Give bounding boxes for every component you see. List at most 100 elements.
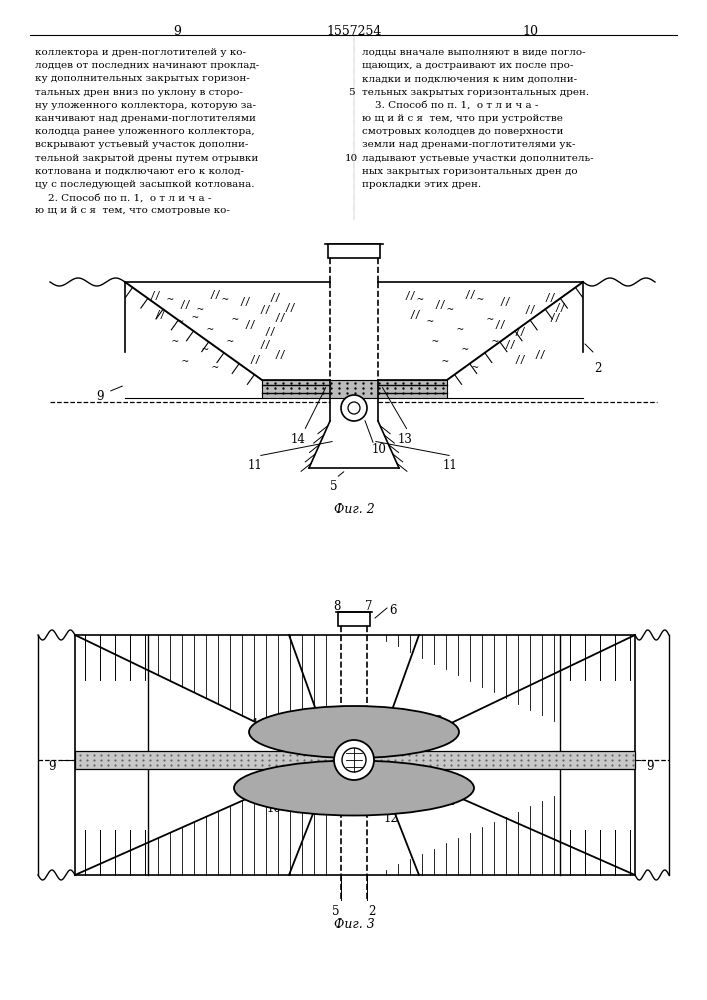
Text: //: // xyxy=(209,290,221,300)
Text: //: // xyxy=(259,340,271,350)
Text: //: // xyxy=(404,291,416,301)
Text: ладывают устьевые участки дополнитель-: ладывают устьевые участки дополнитель- xyxy=(362,154,594,163)
Text: ~: ~ xyxy=(167,295,173,305)
Text: щающих, а достраивают их после про-: щающих, а достраивают их после про- xyxy=(362,61,573,70)
Text: 13: 13 xyxy=(397,433,412,446)
Circle shape xyxy=(348,402,360,414)
Text: //: // xyxy=(464,290,476,300)
Text: //: // xyxy=(264,327,276,337)
Text: //: // xyxy=(239,297,251,307)
Text: лодцев от последних начинают проклад-: лодцев от последних начинают проклад- xyxy=(35,61,259,70)
Circle shape xyxy=(334,740,374,780)
Text: 11: 11 xyxy=(247,459,262,472)
Text: тальных дрен вниз по уклону в сторо-: тальных дрен вниз по уклону в сторо- xyxy=(35,88,243,97)
Text: ~: ~ xyxy=(447,305,453,315)
Text: //: // xyxy=(284,303,296,313)
Text: //: // xyxy=(269,293,281,303)
Bar xyxy=(338,612,370,626)
Text: тельной закрытой дрены путем отрывки: тельной закрытой дрены путем отрывки xyxy=(35,154,258,163)
Text: ~: ~ xyxy=(201,345,209,355)
Text: //: // xyxy=(249,355,261,365)
Text: 10: 10 xyxy=(372,443,387,456)
Text: 8: 8 xyxy=(333,600,341,613)
Text: Фиг. 2: Фиг. 2 xyxy=(334,503,375,516)
Text: 10: 10 xyxy=(522,25,538,38)
Text: 9: 9 xyxy=(646,760,654,773)
Circle shape xyxy=(341,395,367,421)
Text: ю щ и й с я  тем, что при устройстве: ю щ и й с я тем, что при устройстве xyxy=(362,114,563,123)
Text: //: // xyxy=(494,320,506,330)
Text: //: // xyxy=(409,310,421,320)
Text: ~: ~ xyxy=(177,317,183,327)
Text: 7: 7 xyxy=(366,600,373,613)
Text: 2: 2 xyxy=(595,362,602,375)
Text: ~: ~ xyxy=(232,315,238,325)
Text: ~: ~ xyxy=(462,345,468,355)
Text: //: // xyxy=(244,320,256,330)
Text: 5: 5 xyxy=(330,480,338,493)
Text: 11: 11 xyxy=(443,459,457,472)
Text: ~: ~ xyxy=(227,337,233,347)
Text: //: // xyxy=(554,303,566,313)
Text: лодцы вначале выполняют в виде погло-: лодцы вначале выполняют в виде погло- xyxy=(362,48,585,57)
Text: ~: ~ xyxy=(182,357,188,367)
Text: коллектора и дрен-поглотителей у ко-: коллектора и дрен-поглотителей у ко- xyxy=(35,48,246,57)
Text: //: // xyxy=(504,340,516,350)
Text: //: // xyxy=(514,327,526,337)
Text: ~: ~ xyxy=(442,357,448,367)
Text: 9: 9 xyxy=(48,760,56,773)
Text: ~: ~ xyxy=(486,315,493,325)
Text: тельных закрытых горизонтальных дрен.: тельных закрытых горизонтальных дрен. xyxy=(362,88,589,97)
Text: 14: 14 xyxy=(291,433,305,446)
Text: //: // xyxy=(514,355,526,365)
Text: ~: ~ xyxy=(426,317,433,327)
Text: ~: ~ xyxy=(197,305,204,315)
Circle shape xyxy=(342,748,366,772)
Text: //: // xyxy=(154,310,166,320)
Text: ну уложенного коллектора, которую за-: ну уложенного коллектора, которую за- xyxy=(35,101,256,110)
Text: ю щ и й с я  тем, что смотровые ко-: ю щ и й с я тем, что смотровые ко- xyxy=(35,206,230,215)
Text: 14: 14 xyxy=(252,718,267,731)
Text: //: // xyxy=(179,300,191,310)
Text: ~: ~ xyxy=(172,337,178,347)
Text: вскрывают устьевый участок дополни-: вскрывают устьевый участок дополни- xyxy=(35,140,248,149)
Text: 11: 11 xyxy=(442,795,457,808)
Text: 9: 9 xyxy=(96,390,104,403)
Text: //: // xyxy=(434,300,446,310)
Text: ~: ~ xyxy=(457,325,463,335)
Bar xyxy=(75,751,635,769)
Text: ~: ~ xyxy=(221,295,228,305)
Text: ных закрытых горизонтальных дрен до: ных закрытых горизонтальных дрен до xyxy=(362,167,578,176)
Text: кладки и подключения к ним дополни-: кладки и подключения к ним дополни- xyxy=(362,74,577,83)
Text: ~: ~ xyxy=(416,295,423,305)
Text: //: // xyxy=(274,313,286,323)
Text: ~: ~ xyxy=(477,295,484,305)
Text: 9: 9 xyxy=(173,25,181,38)
Text: ~: ~ xyxy=(491,337,498,347)
Text: 1557254: 1557254 xyxy=(327,25,382,38)
Text: канчивают над дренами-поглотителями: канчивают над дренами-поглотителями xyxy=(35,114,256,123)
Text: //: // xyxy=(534,350,546,360)
Text: ~: ~ xyxy=(192,313,199,323)
Text: //: // xyxy=(524,305,536,315)
Text: земли над дренами-поглотителями ук-: земли над дренами-поглотителями ук- xyxy=(362,140,575,149)
Text: //: // xyxy=(149,291,161,301)
Text: 3. Способ по п. 1,  о т л и ч а -: 3. Способ по п. 1, о т л и ч а - xyxy=(362,101,538,110)
Text: 13: 13 xyxy=(429,715,444,728)
Text: Фиг. 3: Фиг. 3 xyxy=(334,918,375,931)
Text: //: // xyxy=(259,305,271,315)
Text: цу с последующей засыпкой котлована.: цу с последующей засыпкой котлована. xyxy=(35,180,255,189)
Ellipse shape xyxy=(249,706,459,758)
Text: 12: 12 xyxy=(384,812,399,825)
Text: ку дополнительных закрытых горизон-: ку дополнительных закрытых горизон- xyxy=(35,74,250,83)
Text: 2: 2 xyxy=(368,905,375,918)
Text: ~: ~ xyxy=(211,363,218,373)
Text: смотровых колодцев до поверхности: смотровых колодцев до поверхности xyxy=(362,127,563,136)
Text: ~: ~ xyxy=(472,363,479,373)
Text: прокладки этих дрен.: прокладки этих дрен. xyxy=(362,180,481,189)
Text: //: // xyxy=(274,350,286,360)
Text: //: // xyxy=(499,297,511,307)
Text: ~: ~ xyxy=(206,325,214,335)
Bar xyxy=(262,380,447,398)
Text: котлована и подключают его к колод-: котлована и подключают его к колод- xyxy=(35,167,244,176)
